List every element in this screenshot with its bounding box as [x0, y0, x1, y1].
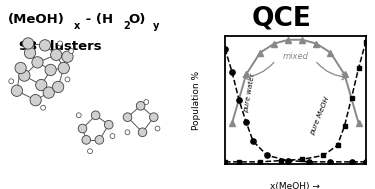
- Circle shape: [11, 85, 22, 96]
- Circle shape: [144, 100, 148, 105]
- Circle shape: [104, 120, 113, 129]
- Circle shape: [15, 62, 26, 74]
- Circle shape: [149, 113, 158, 122]
- Text: Population %: Population %: [192, 71, 201, 130]
- Circle shape: [58, 62, 69, 74]
- Circle shape: [45, 64, 56, 76]
- Circle shape: [92, 111, 100, 120]
- Circle shape: [51, 49, 62, 60]
- Text: 93 clusters: 93 clusters: [19, 40, 101, 53]
- Circle shape: [32, 57, 43, 68]
- Circle shape: [62, 51, 73, 62]
- Circle shape: [53, 81, 64, 93]
- Circle shape: [125, 130, 130, 135]
- Text: x(MeOH) →: x(MeOH) →: [270, 182, 320, 189]
- Circle shape: [22, 38, 34, 49]
- Circle shape: [110, 134, 115, 139]
- Circle shape: [19, 70, 30, 81]
- Text: - (H: - (H: [81, 13, 113, 26]
- Circle shape: [9, 79, 14, 84]
- Circle shape: [36, 79, 47, 91]
- Circle shape: [95, 136, 104, 144]
- Text: QCE: QCE: [251, 6, 311, 32]
- Circle shape: [87, 149, 92, 154]
- Circle shape: [123, 113, 132, 122]
- Circle shape: [69, 49, 74, 53]
- Circle shape: [78, 124, 87, 133]
- Text: (MeOH): (MeOH): [8, 13, 64, 26]
- Text: y: y: [153, 21, 159, 31]
- Text: pure MeOH: pure MeOH: [309, 95, 330, 136]
- Text: O): O): [128, 13, 146, 26]
- Circle shape: [82, 136, 91, 144]
- Circle shape: [30, 94, 41, 106]
- Circle shape: [138, 128, 147, 137]
- Circle shape: [58, 41, 62, 46]
- Circle shape: [65, 77, 70, 82]
- Text: pure water: pure water: [243, 72, 256, 113]
- Text: x: x: [74, 21, 80, 31]
- Circle shape: [43, 87, 54, 98]
- Circle shape: [136, 101, 145, 110]
- Circle shape: [76, 113, 81, 118]
- Circle shape: [40, 105, 46, 110]
- Circle shape: [39, 40, 51, 51]
- Circle shape: [24, 47, 36, 59]
- Text: mixed: mixed: [282, 52, 308, 61]
- Text: 2: 2: [123, 21, 130, 31]
- Circle shape: [155, 126, 160, 131]
